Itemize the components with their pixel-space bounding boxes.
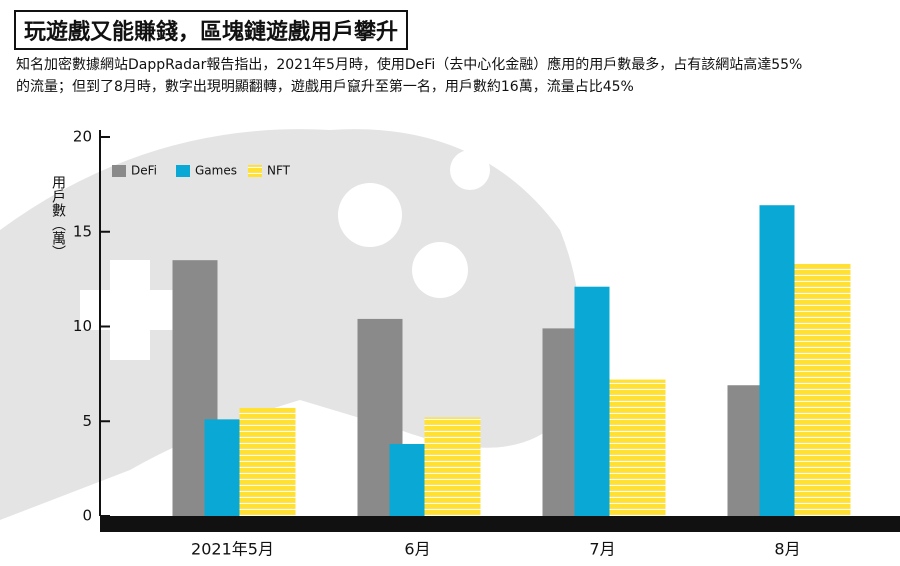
bar: [204, 419, 240, 516]
bar-stripes: [794, 263, 851, 516]
legend-swatch: [112, 165, 126, 177]
y-axis-label: 用戶數（萬）: [50, 175, 66, 259]
y-tick-label: 15: [73, 222, 92, 240]
bar-stripes: [239, 407, 296, 516]
bar: [759, 205, 795, 516]
legend-swatch: [176, 165, 190, 177]
y-tick-label: 5: [82, 412, 92, 430]
x-tick-label: 7月: [589, 540, 615, 559]
x-tick-label: 2021年5月: [191, 540, 274, 559]
legend-label: DeFi: [131, 164, 157, 178]
bar: [389, 443, 425, 516]
legend-label: Games: [195, 164, 237, 178]
x-axis: [100, 516, 900, 532]
y-tick-label: 0: [82, 507, 92, 525]
y-tick-label: 20: [73, 128, 92, 146]
title: 玩遊戲又能賺錢，區塊鏈遊戲用戶攀升: [14, 10, 409, 50]
subtitle: 知名加密數據網站DappRadar報告指出，2021年5月時，使用DeFi（去中…: [16, 57, 803, 95]
y-tick-label: 10: [73, 317, 92, 335]
x-tick-label: 8月: [774, 540, 800, 559]
bar-stripes: [609, 379, 666, 516]
legend-stripes: [248, 165, 262, 177]
x-tick-label: 6月: [404, 540, 430, 559]
legend-label: NFT: [267, 164, 291, 178]
bar-stripes: [424, 417, 481, 516]
bar: [574, 286, 610, 516]
